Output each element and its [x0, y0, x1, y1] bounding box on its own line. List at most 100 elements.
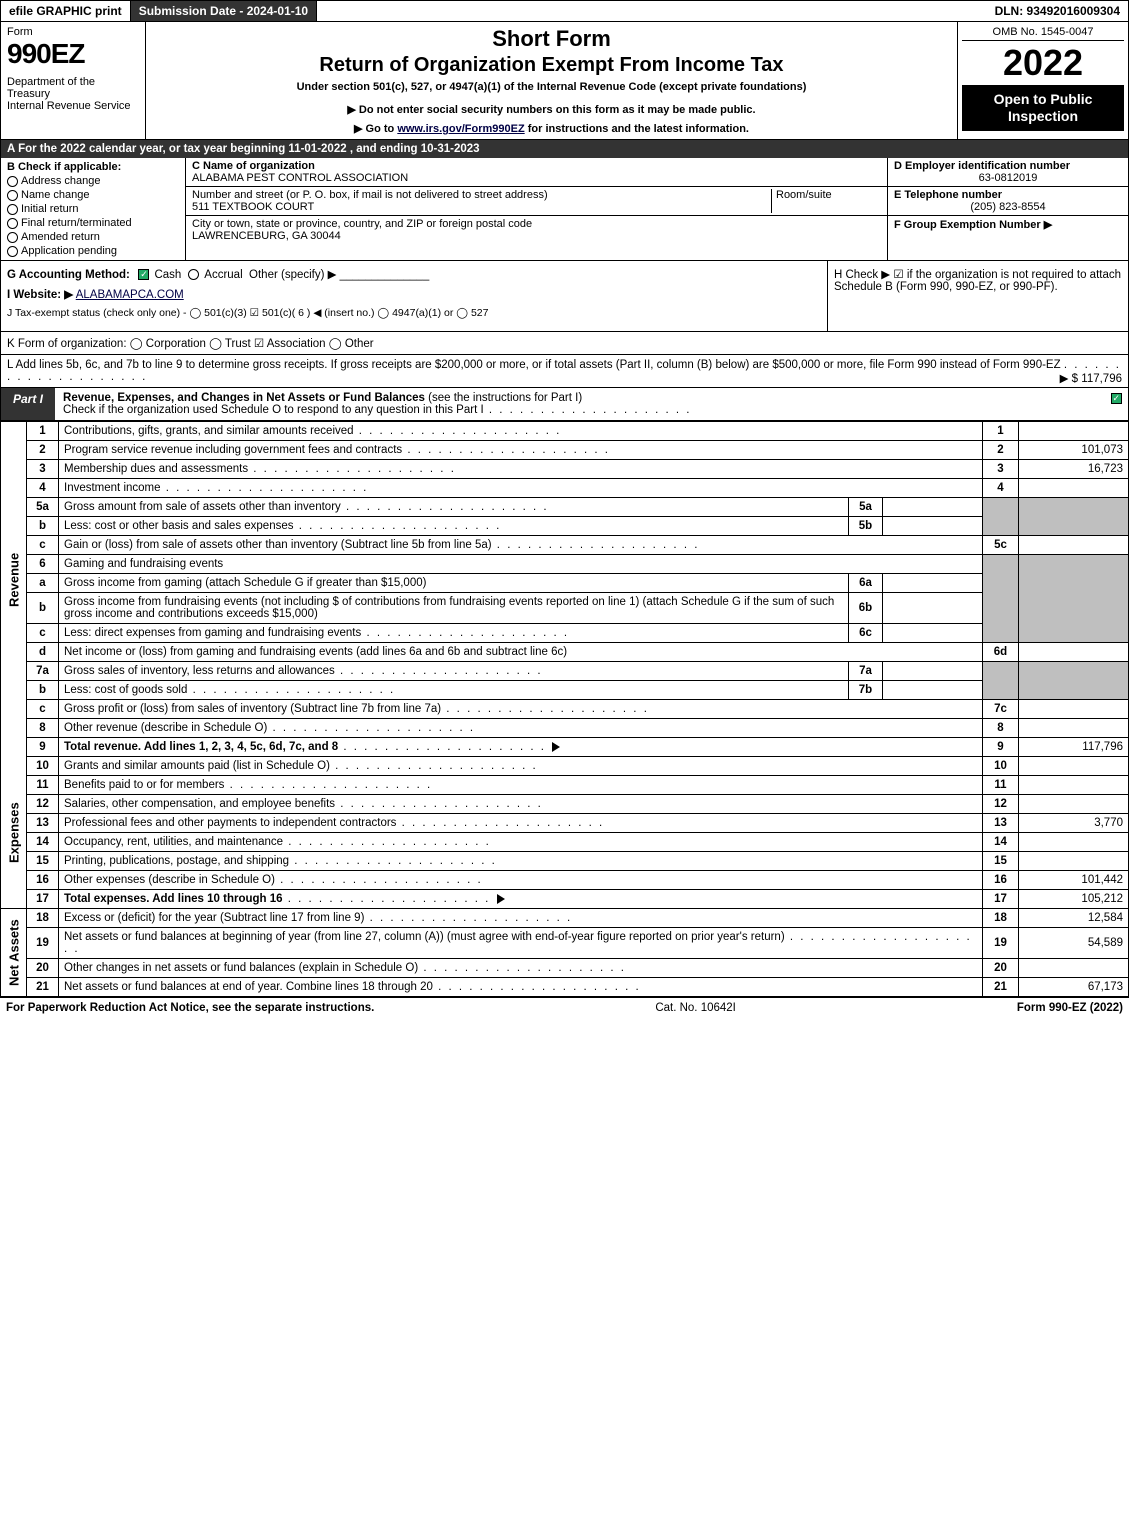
c-name-label: C Name of organization	[192, 160, 881, 172]
l9-desc: Total revenue. Add lines 1, 2, 3, 4, 5c,…	[59, 738, 983, 757]
arrow-icon	[497, 894, 505, 904]
part-i-title-bold: Revenue, Expenses, and Changes in Net As…	[63, 392, 425, 404]
k-form-org: K Form of organization: ◯ Corporation ◯ …	[0, 331, 1129, 354]
chk-amended-return[interactable]: Amended return	[7, 231, 179, 243]
l6-desc: Gaming and fundraising events	[59, 555, 983, 574]
e-label: E Telephone number	[894, 189, 1122, 201]
g-accrual: Accrual	[204, 269, 242, 281]
l12-rval	[1019, 795, 1129, 814]
l15-desc: Printing, publications, postage, and shi…	[59, 852, 983, 871]
lbl-final-return: Final return/terminated	[21, 217, 132, 229]
l17-desc: Total expenses. Add lines 10 through 16	[59, 890, 983, 909]
l6b-num: b	[27, 593, 59, 624]
l8-rnum: 8	[983, 719, 1019, 738]
g-cash: Cash	[154, 269, 181, 281]
l5a-desc: Gross amount from sale of assets other t…	[59, 498, 849, 517]
l20-rval	[1019, 959, 1129, 978]
l18-num: 18	[27, 909, 59, 928]
l16-num: 16	[27, 871, 59, 890]
chk-cash-icon	[138, 269, 149, 280]
line-7c: c Gross profit or (loss) from sales of i…	[1, 700, 1129, 719]
f-label: F Group Exemption Number ▶	[894, 218, 1122, 231]
line-7a: 7a Gross sales of inventory, less return…	[1, 662, 1129, 681]
l8-text: Other revenue (describe in Schedule O)	[64, 722, 267, 734]
l17-num: 17	[27, 890, 59, 909]
phone-value: (205) 823-8554	[894, 201, 1122, 213]
chk-initial-return[interactable]: Initial return	[7, 203, 179, 215]
website-link[interactable]: ALABAMAPCA.COM	[76, 289, 184, 301]
part-i-check[interactable]	[1104, 388, 1128, 420]
l6b-desc: Gross income from fundraising events (no…	[59, 593, 849, 624]
chk-final-return[interactable]: Final return/terminated	[7, 217, 179, 229]
l5c-desc: Gain or (loss) from sale of assets other…	[59, 536, 983, 555]
l5c-rval	[1019, 536, 1129, 555]
i-label: I Website: ▶	[7, 289, 73, 301]
l7-grey	[983, 662, 1019, 700]
dots	[248, 463, 456, 475]
l5ab-grey-val	[1019, 498, 1129, 536]
tax-year: 2022	[962, 45, 1124, 81]
section-g-ij: G Accounting Method: Cash Accrual Other …	[1, 261, 828, 331]
l5b-num: b	[27, 517, 59, 536]
l9-num: 9	[27, 738, 59, 757]
l5c-num: c	[27, 536, 59, 555]
l5b-inval	[883, 517, 983, 536]
irs-link[interactable]: www.irs.gov/Form990EZ	[397, 123, 524, 135]
l12-rnum: 12	[983, 795, 1019, 814]
line-4: 4 Investment income 4	[1, 479, 1129, 498]
c-addr-label: Number and street (or P. O. box, if mail…	[192, 189, 771, 201]
l18-rnum: 18	[983, 909, 1019, 928]
check-icon	[1111, 393, 1122, 404]
line-8: 8 Other revenue (describe in Schedule O)…	[1, 719, 1129, 738]
form-header: Form 990EZ Department of the Treasury In…	[0, 22, 1129, 140]
line-3: 3 Membership dues and assessments 3 16,7…	[1, 460, 1129, 479]
netassets-tab: Net Assets	[1, 909, 27, 997]
l20-text: Other changes in net assets or fund bala…	[64, 962, 418, 974]
l19-text: Net assets or fund balances at beginning…	[64, 931, 785, 943]
l6d-rval	[1019, 643, 1129, 662]
header-center: Short Form Return of Organization Exempt…	[146, 22, 958, 139]
chk-address-change[interactable]: Address change	[7, 175, 179, 187]
l11-desc: Benefits paid to or for members	[59, 776, 983, 795]
chk-name-change[interactable]: Name change	[7, 189, 179, 201]
dots	[283, 836, 491, 848]
page-footer: For Paperwork Reduction Act Notice, see …	[0, 997, 1129, 1018]
footer-right-pre: Form	[1017, 1002, 1049, 1014]
l5b-innum: 5b	[849, 517, 883, 536]
footer-right-post: (2022)	[1087, 1002, 1123, 1014]
line-9: 9 Total revenue. Add lines 1, 2, 3, 4, 5…	[1, 738, 1129, 757]
l2-rval: 101,073	[1019, 441, 1129, 460]
part-i-title-rest: (see the instructions for Part I)	[425, 392, 582, 404]
chk-application-pending[interactable]: Application pending	[7, 245, 179, 257]
l3-text: Membership dues and assessments	[64, 463, 248, 475]
l4-rval	[1019, 479, 1129, 498]
l5b-desc: Less: cost or other basis and sales expe…	[59, 517, 849, 536]
l20-desc: Other changes in net assets or fund bala…	[59, 959, 983, 978]
l19-num: 19	[27, 928, 59, 959]
l6d-num: d	[27, 643, 59, 662]
dots	[361, 627, 569, 639]
g-label: G Accounting Method:	[7, 269, 130, 281]
submission-date: Submission Date - 2024-01-10	[131, 1, 317, 21]
department: Department of the Treasury Internal Reve…	[7, 76, 139, 112]
l6d-desc: Net income or (loss) from gaming and fun…	[59, 643, 983, 662]
line-17: 17 Total expenses. Add lines 10 through …	[1, 890, 1129, 909]
l20-rnum: 20	[983, 959, 1019, 978]
l14-text: Occupancy, rent, utilities, and maintena…	[64, 836, 283, 848]
form-word: Form	[7, 26, 139, 38]
i-website: I Website: ▶ ALABAMAPCA.COM	[7, 287, 821, 301]
header-right: OMB No. 1545-0047 2022 Open to Public In…	[958, 22, 1128, 139]
line-6b: b Gross income from fundraising events (…	[1, 593, 1129, 624]
l11-rnum: 11	[983, 776, 1019, 795]
footer-right-bold: 990-EZ	[1049, 1002, 1087, 1014]
l6c-num: c	[27, 624, 59, 643]
l6d-rnum: 6d	[983, 643, 1019, 662]
e-phone-row: E Telephone number (205) 823-8554	[888, 187, 1128, 216]
lbl-name-change: Name change	[21, 189, 90, 201]
l-text: L Add lines 5b, 6c, and 7b to line 9 to …	[7, 359, 1061, 371]
l15-text: Printing, publications, postage, and shi…	[64, 855, 289, 867]
l16-rval: 101,442	[1019, 871, 1129, 890]
row-a-tax-year: A For the 2022 calendar year, or tax yea…	[0, 140, 1129, 158]
d-ein-row: D Employer identification number 63-0812…	[888, 158, 1128, 187]
l4-text: Investment income	[64, 482, 161, 494]
